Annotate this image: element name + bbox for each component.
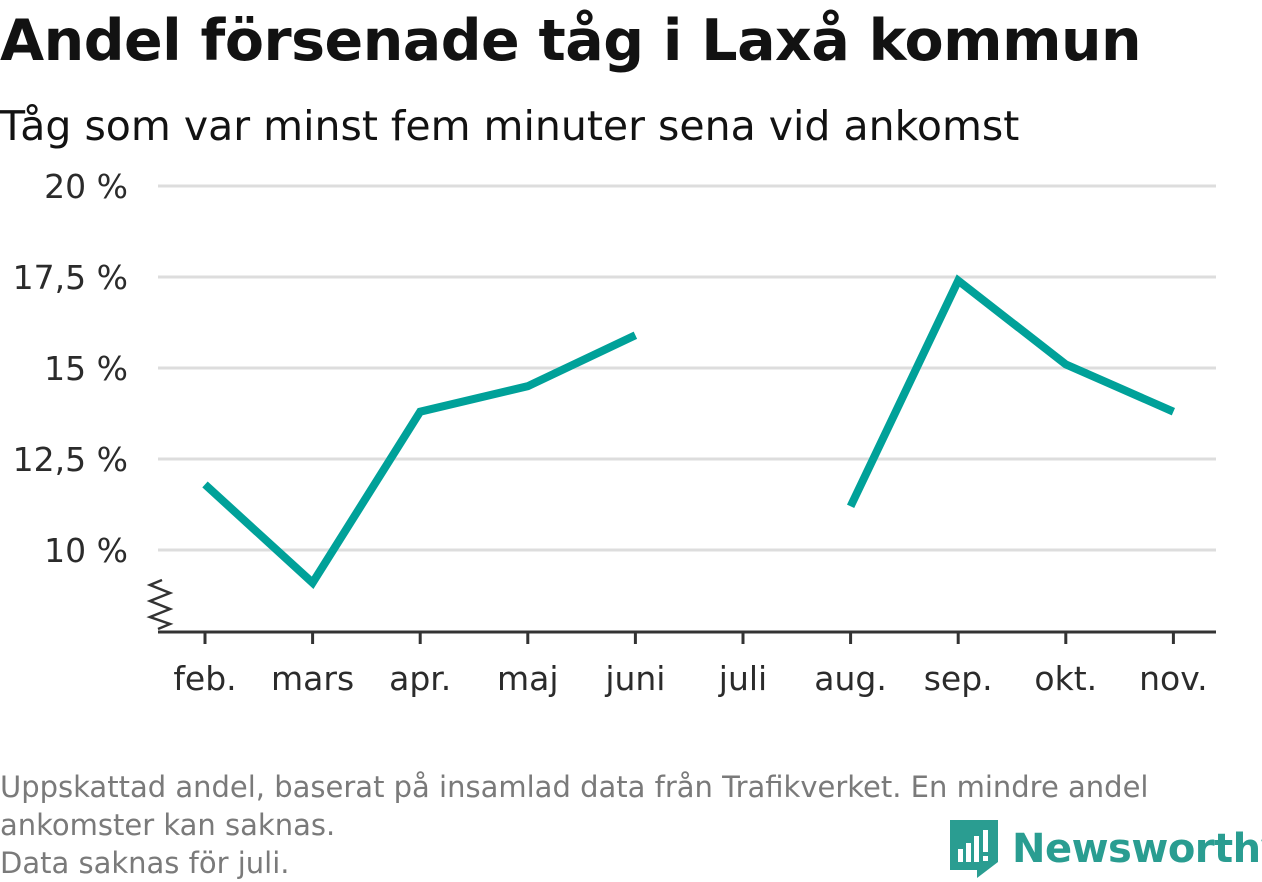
x-axis — [146, 578, 1216, 644]
x-tick-label: juli — [718, 659, 767, 698]
x-tick-label: maj — [497, 659, 559, 698]
series-lines — [202, 274, 1176, 589]
series-line-segment — [846, 274, 1176, 509]
x-axis-labels: feb. mars apr. maj juni juli aug. sep. okt. nov. — [173, 659, 1207, 698]
y-tick-label: 12,5 % — [13, 440, 128, 479]
series-line-segment — [202, 331, 638, 589]
x-tick-label: okt. — [1034, 659, 1097, 698]
newsworthy-logo-icon — [950, 820, 998, 878]
brand-name: Newsworthy — [1012, 826, 1262, 872]
x-tick-label: sep. — [924, 659, 993, 698]
y-axis-labels: 10 % 12,5 % 15 % 17,5 % 20 % — [13, 167, 128, 570]
brand-logo: Newsworthy — [950, 818, 1262, 880]
chart-subtitle: Tåg som var minst fem minuter sena vid a… — [0, 102, 1020, 150]
footnote-source: Uppskattad andel, baserat på insamlad da… — [0, 770, 1149, 842]
y-tick-label: 15 % — [44, 349, 128, 388]
chart-footnote: Uppskattad andel, baserat på insamlad da… — [0, 768, 1250, 882]
y-tick-label: 10 % — [44, 531, 128, 570]
y-axis-break-icon — [146, 578, 174, 631]
x-tick-label: aug. — [814, 659, 887, 698]
x-tick-label: apr. — [389, 659, 451, 698]
x-tick-label: feb. — [173, 659, 236, 698]
gridlines — [158, 184, 1216, 552]
x-tick-label: nov. — [1139, 659, 1208, 698]
y-tick-label: 20 % — [44, 167, 128, 206]
chart-title: Andel försenade tåg i Laxå kommun — [0, 8, 1142, 74]
line-chart: 10 % 12,5 % 15 % 17,5 % 20 % feb. mars apr. maj… — [13, 167, 1216, 698]
x-tick-label: juni — [604, 659, 665, 698]
footnote-missing-data: Data saknas för juli. — [0, 846, 290, 880]
y-tick-label: 17,5 % — [13, 258, 128, 297]
x-tick-label: mars — [271, 659, 354, 698]
